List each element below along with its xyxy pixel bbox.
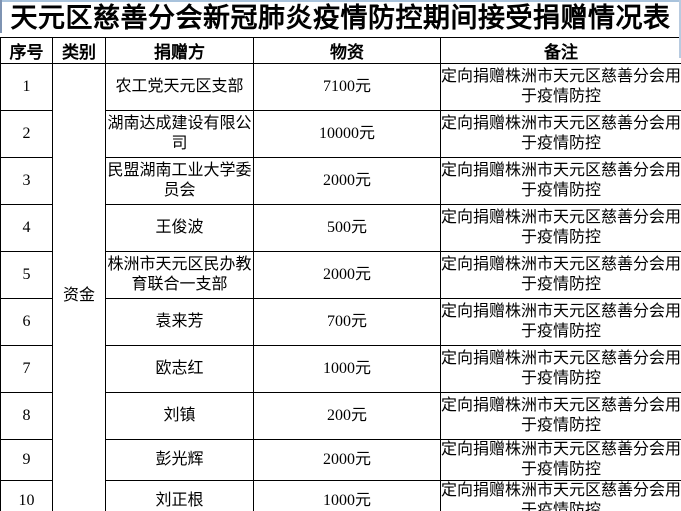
cell-no: 6 — [0, 298, 53, 346]
cell-amount: 1000元 — [253, 480, 441, 511]
cell-note: 定向捐赠株洲市天元区慈善分会用于疫情防控 — [440, 298, 681, 346]
cell-donor: 株洲市天元区民办教育联合一支部 — [105, 251, 254, 299]
cell-note: 定向捐赠株洲市天元区慈善分会用于疫情防控 — [440, 63, 681, 111]
table-row: 8 刘镇 200元 定向捐赠株洲市天元区慈善分会用于疫情防控 — [0, 392, 681, 440]
cell-donor: 刘镇 — [105, 392, 254, 440]
col-header-amount: 物资 — [253, 37, 441, 64]
cell-donor: 袁来芳 — [105, 298, 254, 346]
cell-amount: 1000元 — [253, 345, 441, 393]
cell-donor: 农工党天元区支部 — [105, 63, 254, 111]
cell-no: 8 — [0, 392, 53, 440]
cell-no: 5 — [0, 251, 53, 299]
cell-no: 7 — [0, 345, 53, 393]
cell-note: 定向捐赠株洲市天元区慈善分会用于疫情防控 — [440, 480, 681, 511]
cell-note: 定向捐赠株洲市天元区慈善分会用于疫情防控 — [440, 251, 681, 299]
cell-amount: 2000元 — [253, 157, 441, 205]
table-row: 4 王俊波 500元 定向捐赠株洲市天元区慈善分会用于疫情防控 — [0, 204, 681, 252]
cell-amount: 200元 — [253, 392, 441, 440]
cell-no: 9 — [0, 439, 53, 481]
cell-note: 定向捐赠株洲市天元区慈善分会用于疫情防控 — [440, 110, 681, 158]
cell-amount: 2000元 — [253, 251, 441, 299]
col-header-no: 序号 — [0, 37, 53, 64]
cell-amount: 2000元 — [253, 439, 441, 481]
cell-amount: 7100元 — [253, 63, 441, 111]
col-header-donor: 捐赠方 — [105, 37, 254, 64]
cell-amount: 700元 — [253, 298, 441, 346]
donations-table: 序号 类别 捐赠方 物资 备注 1 资金 农工党天元区支部 7100元 定向捐赠… — [0, 37, 681, 511]
cell-note: 定向捐赠株洲市天元区慈善分会用于疫情防控 — [440, 439, 681, 481]
table-row: 9 彭光辉 2000元 定向捐赠株洲市天元区慈善分会用于疫情防控 — [0, 439, 681, 481]
cell-donor: 彭光辉 — [105, 439, 254, 481]
cell-note: 定向捐赠株洲市天元区慈善分会用于疫情防控 — [440, 392, 681, 440]
cell-amount: 10000元 — [253, 110, 441, 158]
cell-amount: 500元 — [253, 204, 441, 252]
cell-no: 4 — [0, 204, 53, 252]
left-edge-line — [0, 0, 2, 33]
cell-no: 1 — [0, 63, 53, 111]
table-row: 6 袁来芳 700元 定向捐赠株洲市天元区慈善分会用于疫情防控 — [0, 298, 681, 346]
cell-donor: 王俊波 — [105, 204, 254, 252]
cell-donor: 欧志红 — [105, 345, 254, 393]
cell-donor: 刘正根 — [105, 480, 254, 511]
table-row: 1 资金 农工党天元区支部 7100元 定向捐赠株洲市天元区慈善分会用于疫情防控 — [0, 63, 681, 511]
table-row: 5 株洲市天元区民办教育联合一支部 2000元 定向捐赠株洲市天元区慈善分会用于… — [0, 251, 681, 299]
page-title: 天元区慈善分会新冠肺炎疫情防控期间接受捐赠情况表 — [10, 3, 671, 33]
cell-category-merged: 资金 — [52, 63, 106, 511]
right-edge-line — [679, 0, 681, 58]
cell-no: 2 — [0, 110, 53, 158]
cell-no: 3 — [0, 157, 53, 205]
col-header-category: 类别 — [52, 37, 106, 64]
cell-no: 10 — [0, 480, 53, 511]
table-row: 3 民盟湖南工业大学委员会 2000元 定向捐赠株洲市天元区慈善分会用于疫情防控 — [0, 157, 681, 205]
top-edge-line — [0, 0, 681, 2]
header-row: 序号 类别 捐赠方 物资 备注 — [0, 37, 681, 64]
table-row: 2 湖南达成建设有限公司 10000元 定向捐赠株洲市天元区慈善分会用于疫情防控 — [0, 110, 681, 158]
col-header-note: 备注 — [440, 37, 681, 64]
cell-donor: 湖南达成建设有限公司 — [105, 110, 254, 158]
cell-note: 定向捐赠株洲市天元区慈善分会用于疫情防控 — [440, 157, 681, 205]
cell-note: 定向捐赠株洲市天元区慈善分会用于疫情防控 — [440, 345, 681, 393]
table-row: 10 刘正根 1000元 定向捐赠株洲市天元区慈善分会用于疫情防控 — [0, 480, 681, 511]
cell-note: 定向捐赠株洲市天元区慈善分会用于疫情防控 — [440, 204, 681, 252]
cell-donor: 民盟湖南工业大学委员会 — [105, 157, 254, 205]
